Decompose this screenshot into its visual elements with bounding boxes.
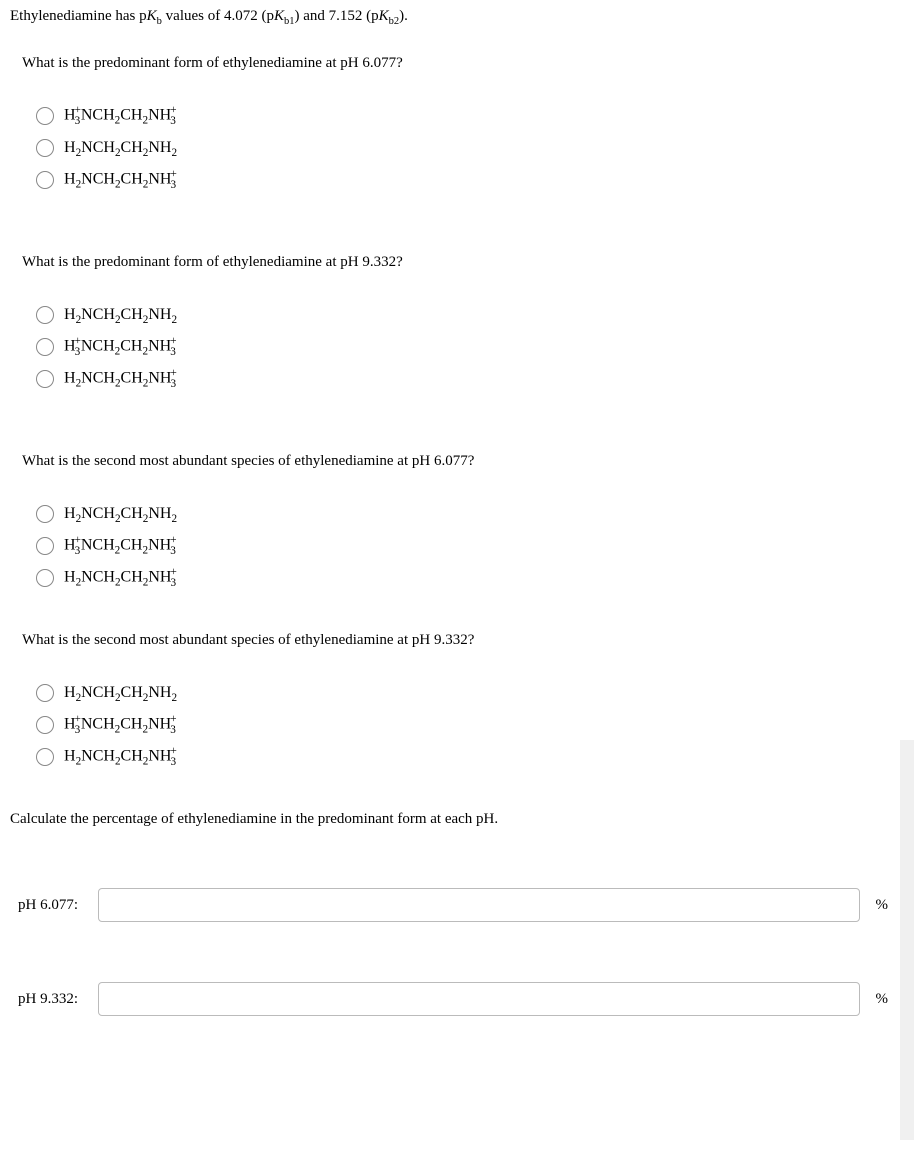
formula-neutral: H2NCH2CH2NH2 xyxy=(64,306,177,324)
input-label-ph9332: pH 9.332: xyxy=(18,991,98,1008)
question-4: What is the second most abundant species… xyxy=(10,632,904,771)
scrollbar[interactable] xyxy=(900,740,914,1140)
formula-monoprotonated: H2NCH2CH2NH+3 xyxy=(64,368,177,389)
question-2: What is the predominant form of ethylene… xyxy=(10,254,904,393)
question-4-text: What is the second most abundant species… xyxy=(22,632,904,649)
percent-unit-2: % xyxy=(876,991,889,1008)
input-row-ph9332: pH 9.332: % xyxy=(10,982,904,1016)
q1-radio-1[interactable] xyxy=(36,107,54,125)
question-3-options: H2NCH2CH2NH2 H+3NCH2CH2NH+3 H2NCH2CH2NH+… xyxy=(22,500,904,592)
q4-radio-2[interactable] xyxy=(36,716,54,734)
question-1-text: What is the predominant form of ethylene… xyxy=(22,55,904,72)
calc-intro-text: Calculate the percentage of ethylenediam… xyxy=(10,811,904,828)
q1-radio-2[interactable] xyxy=(36,139,54,157)
q2-option-diprotonated[interactable]: H+3NCH2CH2NH+3 xyxy=(36,333,904,361)
percent-unit-1: % xyxy=(876,897,889,914)
input-row-ph6077: pH 6.077: % xyxy=(10,888,904,922)
formula-diprotonated: H+3NCH2CH2NH+3 xyxy=(64,105,177,126)
q2-radio-3[interactable] xyxy=(36,370,54,388)
q4-radio-3[interactable] xyxy=(36,748,54,766)
q1-option-neutral[interactable]: H2NCH2CH2NH2 xyxy=(36,134,904,162)
q1-option-diprotonated[interactable]: H+3NCH2CH2NH+3 xyxy=(36,102,904,130)
q3-radio-2[interactable] xyxy=(36,537,54,555)
formula-diprotonated: H+3NCH2CH2NH+3 xyxy=(64,336,177,357)
q2-radio-1[interactable] xyxy=(36,306,54,324)
formula-diprotonated: H+3NCH2CH2NH+3 xyxy=(64,535,177,556)
q2-option-monoprotonated[interactable]: H2NCH2CH2NH+3 xyxy=(36,365,904,393)
q3-radio-1[interactable] xyxy=(36,505,54,523)
formula-diprotonated: H+3NCH2CH2NH+3 xyxy=(64,714,177,735)
q3-option-monoprotonated[interactable]: H2NCH2CH2NH+3 xyxy=(36,564,904,592)
q4-option-neutral[interactable]: H2NCH2CH2NH2 xyxy=(36,679,904,707)
q4-option-monoprotonated[interactable]: H2NCH2CH2NH+3 xyxy=(36,743,904,771)
q3-option-neutral[interactable]: H2NCH2CH2NH2 xyxy=(36,500,904,528)
question-1-options: H+3NCH2CH2NH+3 H2NCH2CH2NH2 H2NCH2CH2NH+… xyxy=(22,102,904,194)
q3-option-diprotonated[interactable]: H+3NCH2CH2NH+3 xyxy=(36,532,904,560)
q2-radio-2[interactable] xyxy=(36,338,54,356)
question-1: What is the predominant form of ethylene… xyxy=(10,55,904,194)
question-3: What is the second most abundant species… xyxy=(10,453,904,592)
input-ph9332[interactable] xyxy=(98,982,860,1016)
q4-option-diprotonated[interactable]: H+3NCH2CH2NH+3 xyxy=(36,711,904,739)
calculation-section: Calculate the percentage of ethylenediam… xyxy=(10,811,904,1016)
q1-option-monoprotonated[interactable]: H2NCH2CH2NH+3 xyxy=(36,166,904,194)
question-2-text: What is the predominant form of ethylene… xyxy=(22,254,904,271)
formula-monoprotonated: H2NCH2CH2NH+3 xyxy=(64,746,177,767)
question-3-text: What is the second most abundant species… xyxy=(22,453,904,470)
formula-neutral: H2NCH2CH2NH2 xyxy=(64,684,177,702)
input-label-ph6077: pH 6.077: xyxy=(18,897,98,914)
formula-monoprotonated: H2NCH2CH2NH+3 xyxy=(64,567,177,588)
q4-radio-1[interactable] xyxy=(36,684,54,702)
formula-monoprotonated: H2NCH2CH2NH+3 xyxy=(64,169,177,190)
q2-option-neutral[interactable]: H2NCH2CH2NH2 xyxy=(36,301,904,329)
input-ph6077[interactable] xyxy=(98,888,860,922)
question-2-options: H2NCH2CH2NH2 H+3NCH2CH2NH+3 H2NCH2CH2NH+… xyxy=(22,301,904,393)
question-4-options: H2NCH2CH2NH2 H+3NCH2CH2NH+3 H2NCH2CH2NH+… xyxy=(22,679,904,771)
formula-neutral: H2NCH2CH2NH2 xyxy=(64,505,177,523)
problem-intro: Ethylenediamine has pKb values of 4.072 … xyxy=(10,8,904,25)
q1-radio-3[interactable] xyxy=(36,171,54,189)
q3-radio-3[interactable] xyxy=(36,569,54,587)
formula-neutral: H2NCH2CH2NH2 xyxy=(64,139,177,157)
